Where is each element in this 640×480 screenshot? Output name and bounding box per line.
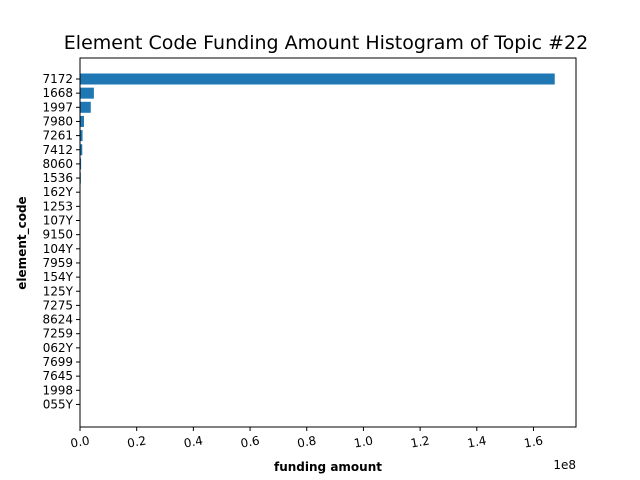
x-tick-label: 0.4 [183,433,204,450]
y-tick-label: 7412 [42,143,73,157]
chart-title: Element Code Funding Amount Histogram of… [64,32,588,54]
y-tick-label: 7275 [42,298,73,312]
y-axis-label: element_code [15,196,30,289]
y-tick-label: 7959 [42,256,73,270]
bars-layer [80,73,555,410]
y-tick-label: 104Y [43,242,74,256]
x-tick-label: 1.0 [353,433,374,450]
x-axis-ticks: 0.0 0.2 0.4 0.6 0.8 1.0 1.2 1.4 1.6 [69,427,544,451]
bar-8060 [80,158,82,170]
x-tick-label: 0.6 [239,433,260,450]
x-tick-label: 1.4 [466,433,487,450]
y-axis-ticks: 71721668199779807261741280601536162Y1253… [42,72,80,411]
y-tick-label: 7261 [42,129,73,143]
y-tick-label: 154Y [43,270,74,284]
y-tick-label: 062Y [43,341,74,355]
y-tick-label: 7980 [42,114,73,128]
x-axis-offset-label: 1e8 [553,458,576,472]
x-tick-label: 1.2 [409,433,430,450]
bar-1668 [80,87,94,99]
bar-7261 [80,130,83,142]
y-tick-label: 7645 [42,369,73,383]
y-tick-label: 8624 [42,313,73,327]
y-tick-label: 1668 [42,86,73,100]
y-tick-label: 107Y [43,214,74,228]
y-tick-label: 8060 [42,157,73,171]
y-tick-label: 7699 [42,355,73,369]
bar-7412 [80,144,83,156]
x-tick-label: 1.6 [523,433,544,450]
y-tick-label: 162Y [43,185,74,199]
y-tick-label: 125Y [43,284,74,298]
x-axis-label: funding amount [274,460,382,474]
y-tick-label: 7259 [42,327,73,341]
y-tick-label: 1997 [42,100,73,114]
y-tick-label: 1536 [42,171,73,185]
x-tick-label: 0.0 [69,433,90,450]
y-tick-label: 7172 [42,72,73,86]
bar-7172 [80,73,555,85]
plot-frame [79,57,577,428]
y-tick-label: 055Y [43,397,74,411]
bar-1997 [80,101,91,113]
y-tick-label: 1998 [42,383,73,397]
bar-7980 [80,115,84,127]
x-tick-label: 0.8 [296,433,317,450]
x-tick-label: 0.2 [126,433,147,450]
y-tick-label: 9150 [42,228,73,242]
y-tick-label: 1253 [42,199,73,213]
